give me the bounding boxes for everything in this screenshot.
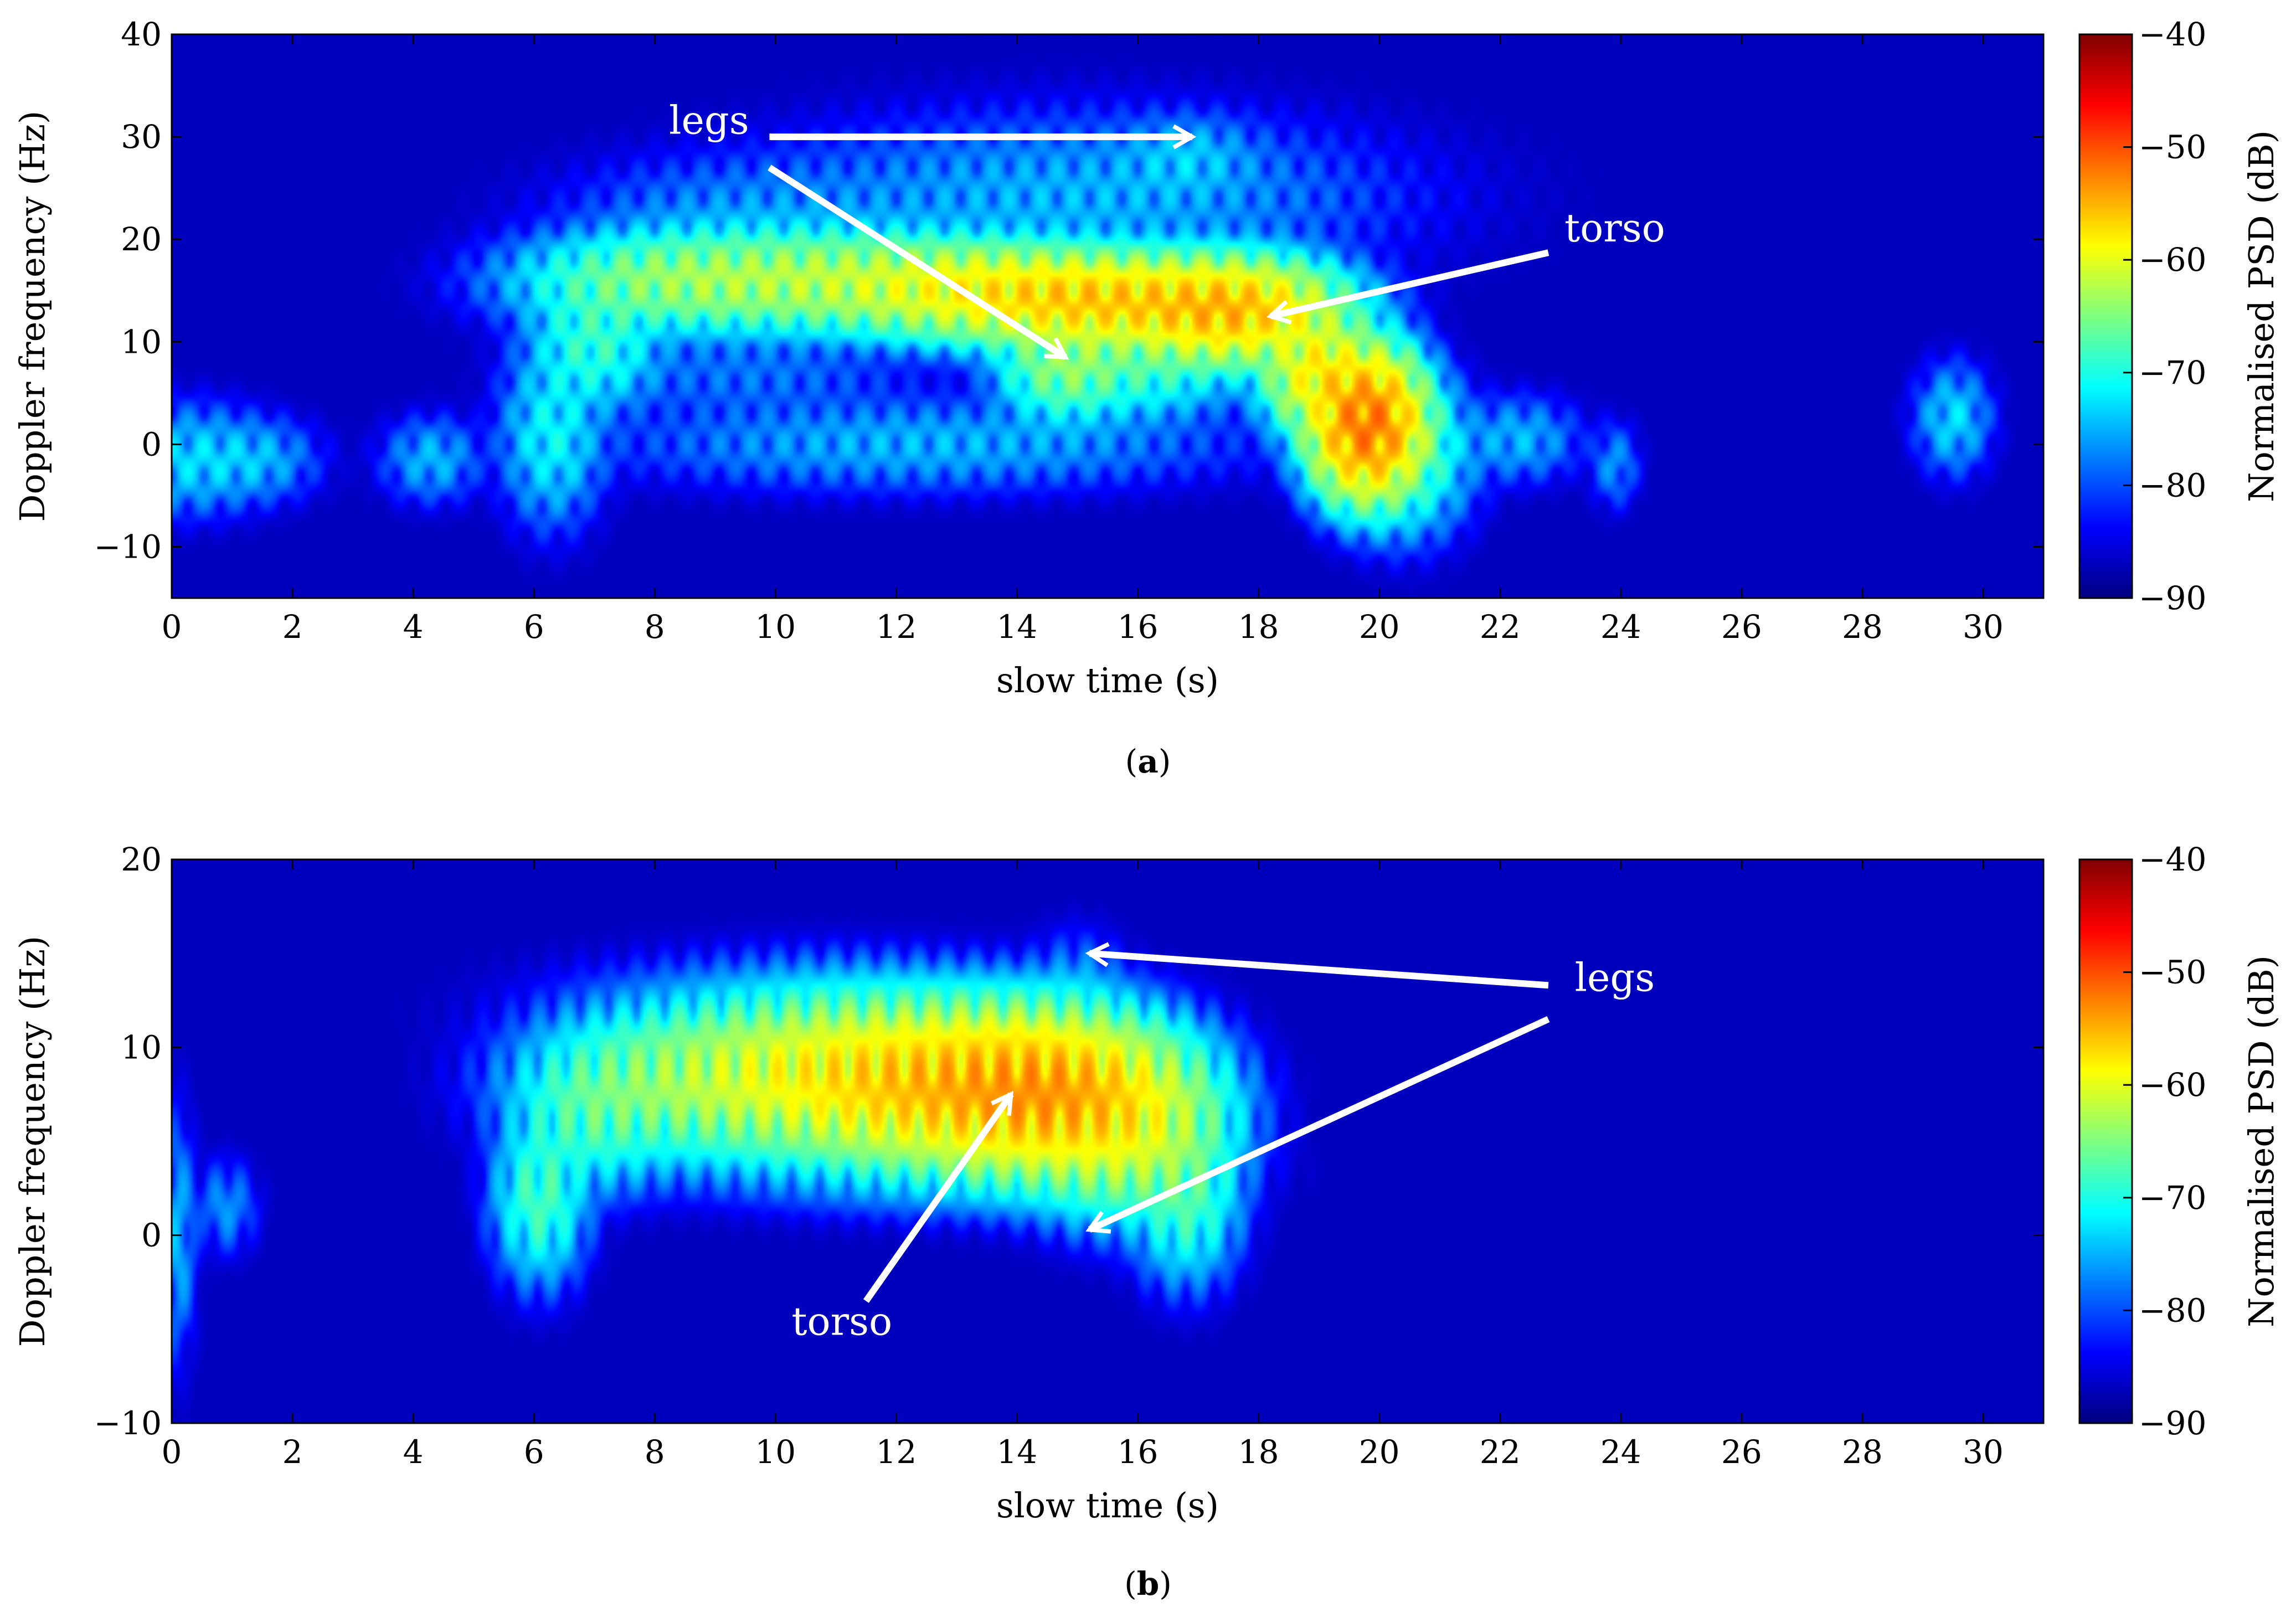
y-tick-label: 40 <box>121 16 162 53</box>
y-axis-label-b: Doppler frequency (Hz) <box>12 936 53 1347</box>
y-tick-label: 0 <box>141 425 162 463</box>
x-tick-label: 18 <box>1238 608 1279 646</box>
caption-a-letter: a <box>1137 743 1159 780</box>
x-tick-label: 14 <box>997 1433 1038 1471</box>
panel-a: 0 2 4 6 8 10 12 14 16 18 20 22 24 26 28 30−10010203040 … <box>12 16 2282 780</box>
x-axis-label-a: slow time (s) <box>996 660 1219 701</box>
colorbar-tick-label: −40 <box>2139 841 2206 878</box>
y-tick-label: 20 <box>121 220 162 258</box>
x-tick-label: 22 <box>1480 608 1521 646</box>
colorbar-tick-label: −40 <box>2139 16 2206 53</box>
x-tick-label: 8 <box>645 1433 665 1471</box>
x-tick-label: 12 <box>876 608 917 646</box>
colorbar-label-a: Normalised PSD (dB) <box>2241 130 2282 502</box>
annotation-arrow <box>768 164 1069 360</box>
x-tick-label: 2 <box>282 608 303 646</box>
colorbar-tick-label: −80 <box>2139 1291 2206 1329</box>
annotation-legs: legs <box>669 98 749 143</box>
caption-a: (a) <box>1125 743 1171 780</box>
spectrogram-b <box>172 859 2043 1423</box>
x-tick-label: 4 <box>403 608 424 646</box>
colorbar-a <box>2078 33 2133 599</box>
colorbar-tick-label: −70 <box>2139 1179 2206 1217</box>
colorbar-tick-label: −80 <box>2139 466 2206 504</box>
y-tick-label: 10 <box>121 1028 162 1066</box>
x-tick-label: 22 <box>1480 1433 1521 1471</box>
colorbar-tick-label: −70 <box>2139 354 2206 392</box>
y-tick-label: −10 <box>94 528 162 565</box>
colorbar-tick-label: −90 <box>2139 579 2206 617</box>
plot-frame-a <box>171 33 2045 599</box>
plot-frame-b <box>171 858 2045 1424</box>
x-tick-label: 28 <box>1842 1433 1883 1471</box>
x-tick-label: 26 <box>1721 608 1762 646</box>
x-axis-label-b: slow time (s) <box>996 1485 1219 1526</box>
x-tick-label: 20 <box>1359 608 1400 646</box>
y-axis-label-a: Doppler frequency (Hz) <box>12 111 53 522</box>
caption-b-letter: b <box>1137 1565 1160 1603</box>
x-tick-label: 10 <box>755 1433 796 1471</box>
annotation-legs: legs <box>1575 955 1655 1001</box>
x-tick-label: 26 <box>1721 1433 1762 1471</box>
annotation-arrow <box>1085 942 1549 989</box>
annotations-b: legs torso <box>791 942 1655 1345</box>
annotation-arrow <box>1085 1016 1550 1234</box>
x-tick-label: 30 <box>1963 1433 2004 1471</box>
x-tick-label: 24 <box>1600 608 1641 646</box>
colorbar-ticks-b: −90 −80 −70 −60 −50 −40 <box>2123 841 2206 1442</box>
x-tick-label: 4 <box>403 1433 424 1471</box>
y-tick-label: 30 <box>121 118 162 156</box>
spectrogram-a <box>172 34 2043 598</box>
annotations-a: legs torso <box>669 98 1665 360</box>
x-tick-label: 14 <box>997 608 1038 646</box>
x-tick-label: 20 <box>1359 1433 1400 1471</box>
x-tick-label: 24 <box>1600 1433 1641 1471</box>
x-tick-label: 16 <box>1118 1433 1159 1471</box>
colorbar-tick-label: −90 <box>2139 1404 2206 1442</box>
colorbar-tick-label: −60 <box>2139 241 2206 279</box>
x-tick-label: 12 <box>876 1433 917 1471</box>
x-tick-label: 6 <box>524 608 544 646</box>
colorbar-label-b: Normalised PSD (dB) <box>2241 955 2282 1327</box>
y-tick-label: 0 <box>141 1217 162 1254</box>
y-tick-label: 20 <box>121 841 162 878</box>
x-tick-label: 30 <box>1963 608 2004 646</box>
annotation-torso: torso <box>1564 205 1665 251</box>
x-tick-label: 2 <box>282 1433 303 1471</box>
x-tick-label: 8 <box>645 608 665 646</box>
x-tick-label: 16 <box>1118 608 1159 646</box>
colorbar-tick-label: −60 <box>2139 1066 2206 1104</box>
colorbar-ticks-a: −90 −80 −70 −60 −50 −40 <box>2123 16 2206 617</box>
caption-b: (b) <box>1124 1565 1172 1603</box>
x-tick-label: 18 <box>1238 1433 1279 1471</box>
x-tick-label: 0 <box>162 608 182 646</box>
annotation-torso: torso <box>791 1299 892 1345</box>
y-tick-label: 10 <box>121 323 162 360</box>
x-tick-label: 28 <box>1842 608 1883 646</box>
colorbar-tick-label: −50 <box>2139 954 2206 991</box>
y-tick-label: −10 <box>94 1404 162 1442</box>
x-tick-label: 6 <box>524 1433 544 1471</box>
colorbar-tick-label: −50 <box>2139 128 2206 166</box>
x-tick-label: 10 <box>755 608 796 646</box>
annotation-arrow <box>1266 249 1549 325</box>
x-tick-label: 0 <box>162 1433 182 1471</box>
colorbar-b <box>2078 858 2133 1424</box>
annotation-arrow <box>863 1090 1014 1303</box>
